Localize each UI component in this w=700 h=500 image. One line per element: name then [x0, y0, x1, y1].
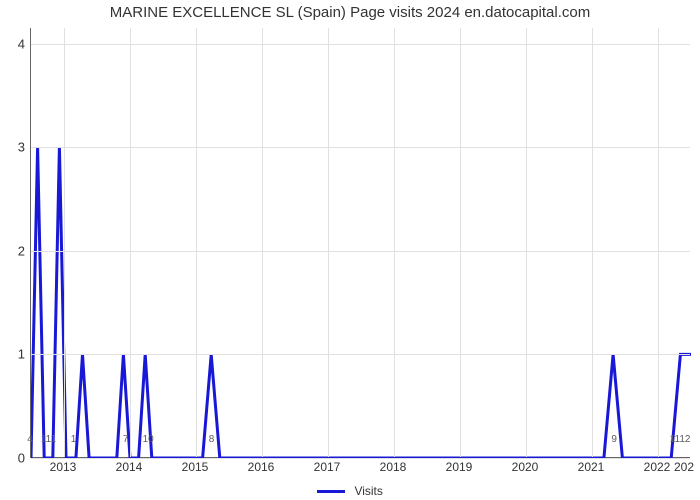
- xtick-label-major: 2021: [578, 460, 605, 474]
- xtick-label-major: 2015: [182, 460, 209, 474]
- xtick-label-minor: 1112: [670, 434, 691, 445]
- legend: Visits: [0, 484, 700, 498]
- gridline-v: [526, 28, 527, 457]
- chart-container: MARINE EXCELLENCE SL (Spain) Page visits…: [0, 0, 700, 500]
- xtick-label-minor: 111: [41, 434, 56, 445]
- gridline-v: [262, 28, 263, 457]
- gridline-h: [31, 458, 690, 459]
- ytick-label: 0: [5, 451, 25, 466]
- gridline-v: [658, 28, 659, 457]
- plot-area: [30, 28, 690, 458]
- xtick-label-minor: 4: [27, 434, 33, 445]
- xtick-label-major: 2018: [380, 460, 407, 474]
- xtick-label-major: 2014: [116, 460, 143, 474]
- xtick-label-minor: 9: [611, 434, 617, 445]
- ytick-label: 1: [5, 347, 25, 362]
- legend-label: Visits: [354, 484, 382, 498]
- xtick-label-minor: 8: [209, 434, 215, 445]
- legend-swatch: [317, 490, 345, 493]
- gridline-v: [130, 28, 131, 457]
- gridline-v: [196, 28, 197, 457]
- xtick-label-minor: 10: [143, 434, 154, 445]
- chart-title: MARINE EXCELLENCE SL (Spain) Page visits…: [0, 4, 700, 21]
- xtick-label-major: 2022: [644, 460, 671, 474]
- gridline-v: [394, 28, 395, 457]
- xtick-label-major: 2016: [248, 460, 275, 474]
- gridline-v: [328, 28, 329, 457]
- xtick-label-major: 2020: [512, 460, 539, 474]
- ytick-label: 3: [5, 140, 25, 155]
- gridline-v: [460, 28, 461, 457]
- xtick-label-major: 2017: [314, 460, 341, 474]
- xtick-label-minor: 7: [123, 434, 129, 445]
- xtick-label-minor: 1: [71, 434, 77, 445]
- xtick-label-major: 2019: [446, 460, 473, 474]
- gridline-v: [592, 28, 593, 457]
- ytick-label: 2: [5, 243, 25, 258]
- xtick-label-major: 2013: [50, 460, 77, 474]
- gridline-v: [64, 28, 65, 457]
- ytick-label: 4: [5, 36, 25, 51]
- xtick-label-edge: 202: [674, 460, 694, 474]
